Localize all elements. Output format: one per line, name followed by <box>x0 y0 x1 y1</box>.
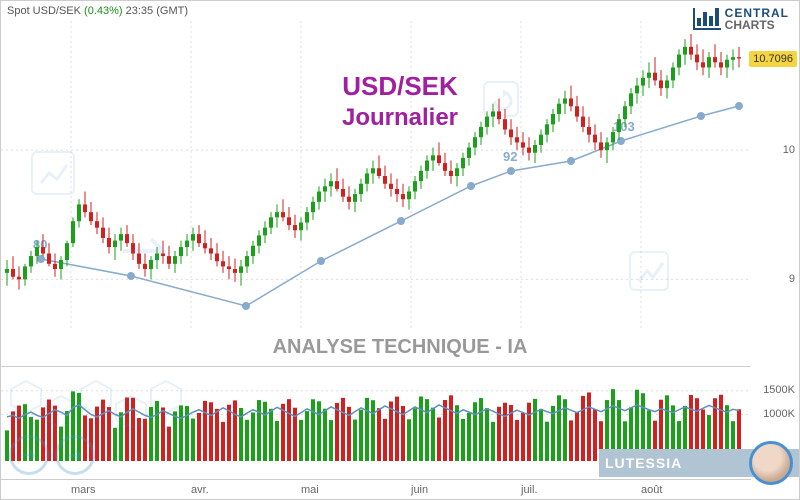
vol-y-tick-label: 1500K <box>763 384 795 396</box>
avatar-icon <box>749 441 793 485</box>
vol-y-tick-label: 1000K <box>763 408 795 420</box>
x-tick-label: avr. <box>191 484 209 496</box>
header-info: Spot USD/SEK (0.43%) 23:35 (GMT) <box>7 5 188 17</box>
lutessia-label: LUTESSIA <box>605 455 682 471</box>
svg-text:92: 92 <box>503 149 517 164</box>
x-tick-label: juil. <box>521 484 538 496</box>
watermark-chart-icon <box>629 251 669 291</box>
y-tick-label: 9 <box>789 273 795 285</box>
current-price-badge: 10.7096 <box>749 51 797 67</box>
chart-title: USD/SEK Journalier <box>342 71 458 132</box>
y-tick-label: 10 <box>783 144 795 156</box>
chart-container: Spot USD/SEK (0.43%) 23:35 (GMT) CENTRAL… <box>0 0 800 500</box>
timeframe-label: Journalier <box>342 104 458 132</box>
price-y-axis: 9 10 10.7096 <box>751 21 799 331</box>
x-tick-label: juin <box>411 484 428 496</box>
change-percent: (0.43%) <box>84 5 123 17</box>
nav-next-button[interactable]: ➜ <box>55 435 95 475</box>
logo-text: CENTRAL CHARTS <box>725 7 789 31</box>
lutessia-badge: LUTESSIA <box>599 449 799 477</box>
instrument-name: Spot USD/SEK <box>7 5 81 17</box>
watermark-indicator-icon <box>31 151 75 195</box>
x-tick-label: mai <box>301 484 319 496</box>
nav-controls: ➜ ➜ <box>9 435 95 475</box>
timestamp: 23:35 (GMT) <box>126 5 188 17</box>
brand-logo: CENTRAL CHARTS <box>693 7 789 31</box>
pair-label: USD/SEK <box>342 71 458 102</box>
logo-bars-icon <box>693 8 721 30</box>
watermark-refresh-icon <box>483 81 519 117</box>
x-tick-label: mars <box>71 484 95 496</box>
x-tick-label: août <box>641 484 662 496</box>
nav-prev-button[interactable]: ➜ <box>9 435 49 475</box>
analysis-subtitle: ANALYSE TECHNIQUE - IA <box>273 336 528 359</box>
svg-text:103: 103 <box>613 119 635 134</box>
x-axis: mars avr. mai juin juil. août <box>1 479 751 499</box>
watermark-arrow-icon <box>121 231 181 276</box>
